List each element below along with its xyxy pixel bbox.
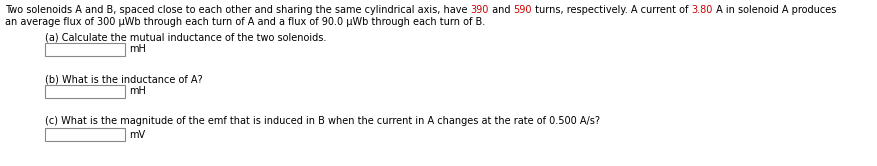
Text: and: and: [489, 5, 514, 15]
Bar: [45, 43, 125, 56]
Text: 3.80: 3.80: [692, 5, 713, 15]
Text: A in solenoid A produces: A in solenoid A produces: [713, 5, 837, 15]
Text: (b) What is the inductance of A?: (b) What is the inductance of A?: [45, 74, 203, 84]
Text: 590: 590: [514, 5, 532, 15]
Bar: [45, 85, 125, 98]
Text: an average flux of 300 μWb through each turn of A and a flux of 90.0 μWb through: an average flux of 300 μWb through each …: [5, 17, 485, 27]
Text: mV: mV: [129, 129, 145, 139]
Text: 390: 390: [471, 5, 489, 15]
Bar: [45, 128, 125, 141]
Text: mH: mH: [129, 44, 146, 54]
Text: (c) What is the magnitude of the emf that is induced in B when the current in A : (c) What is the magnitude of the emf tha…: [45, 116, 600, 126]
Text: mH: mH: [129, 86, 146, 96]
Text: (a) Calculate the mutual inductance of the two solenoids.: (a) Calculate the mutual inductance of t…: [45, 32, 326, 42]
Text: Two solenoids A and B, spaced close to each other and sharing the same cylindric: Two solenoids A and B, spaced close to e…: [5, 5, 471, 15]
Text: turns, respectively. A current of: turns, respectively. A current of: [532, 5, 692, 15]
